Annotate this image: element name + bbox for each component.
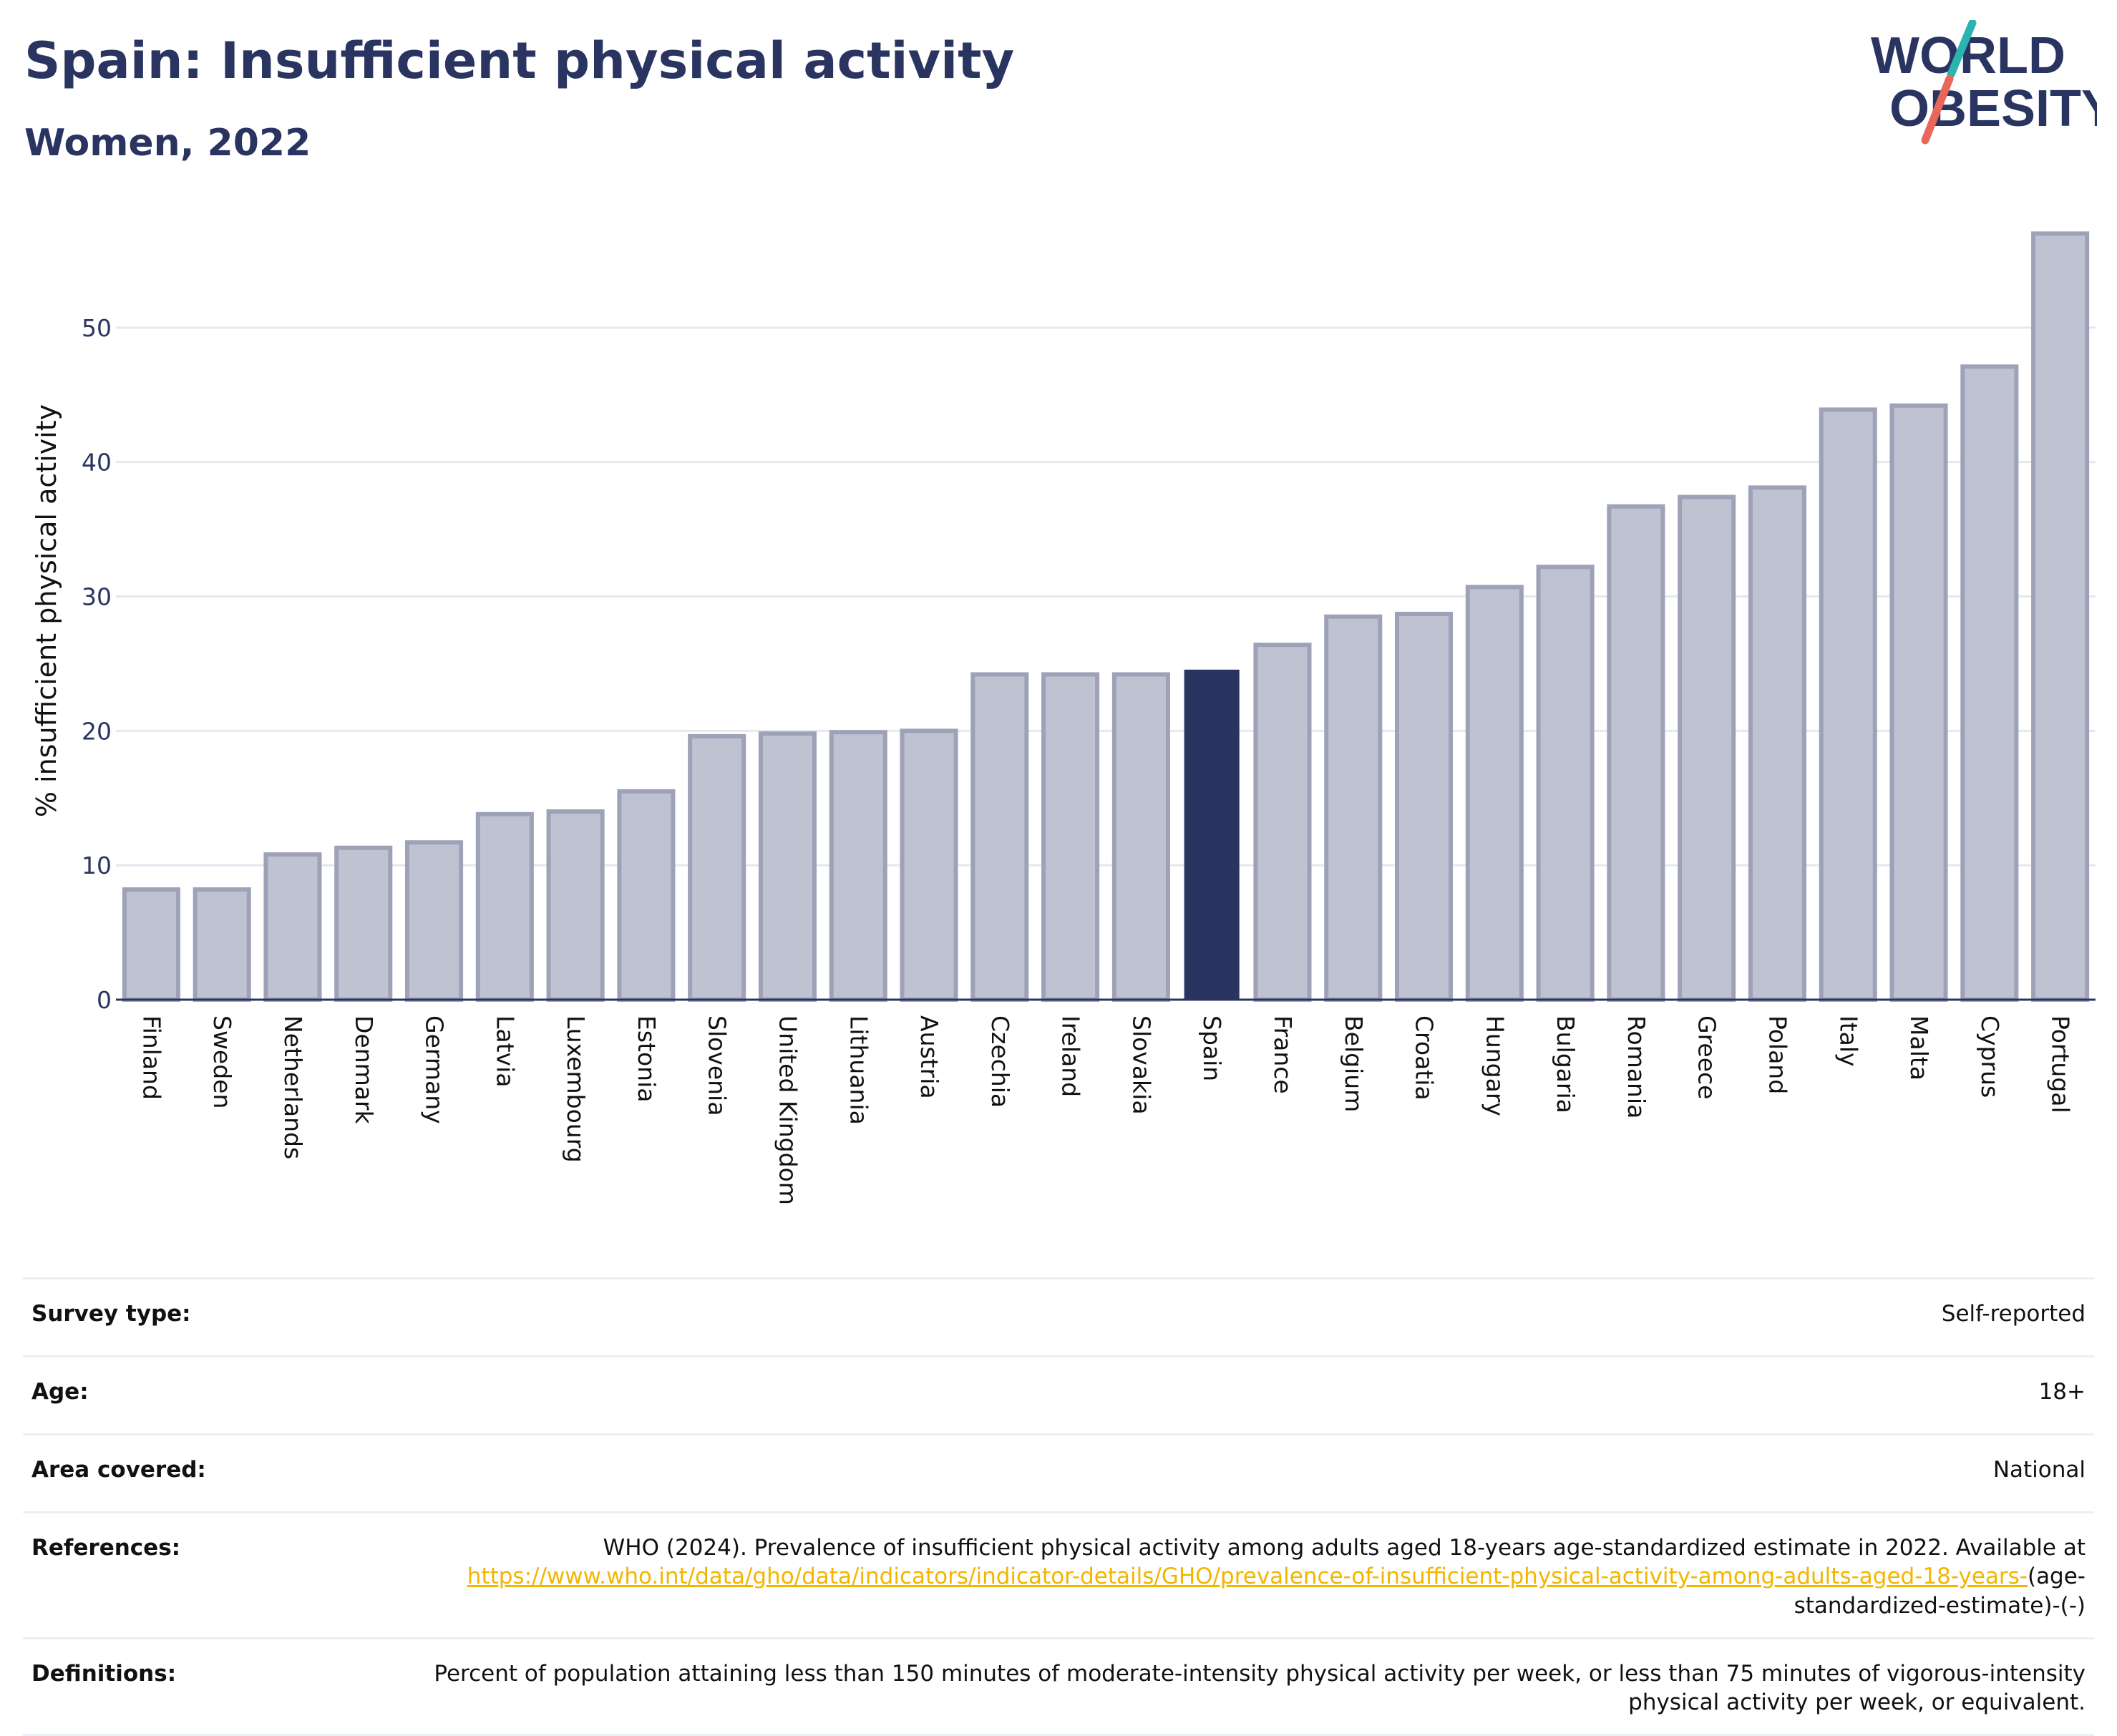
x-tick-label: Latvia xyxy=(491,1015,519,1087)
age-value: 18+ xyxy=(398,1355,2094,1435)
bar-latvia[interactable] xyxy=(475,811,534,1003)
x-tick-label: Croatia xyxy=(1411,1015,1439,1101)
y-tick-label: 50 xyxy=(82,314,112,342)
x-tick-label: Austria xyxy=(915,1015,943,1099)
area-covered-value: National xyxy=(398,1433,2094,1513)
bars xyxy=(122,231,2090,1003)
chart-subtitle: Women, 2022 xyxy=(24,122,311,165)
area-covered-label: Area covered: xyxy=(23,1433,398,1513)
references-text: WHO (2024). Prevalence of insufficient p… xyxy=(603,1535,2086,1561)
bar-sweden[interactable] xyxy=(193,887,251,1003)
logo-slash-bottom xyxy=(1921,74,1954,145)
x-tick-label: Sweden xyxy=(208,1015,236,1108)
bar-ireland[interactable] xyxy=(1041,672,1100,1003)
x-tick-label: Spain xyxy=(1198,1015,1226,1081)
x-tick-label: Portugal xyxy=(2047,1015,2075,1113)
x-tick-label: France xyxy=(1269,1015,1297,1094)
logo-text-obesity: OBESITY xyxy=(1889,80,2097,137)
bar-lithuania[interactable] xyxy=(829,730,887,1002)
bar-slovenia[interactable] xyxy=(688,733,746,1002)
bar-cyprus[interactable] xyxy=(1960,364,2019,1002)
x-tick-label: Poland xyxy=(1763,1015,1791,1094)
bar-belgium[interactable] xyxy=(1324,614,1383,1002)
survey-type-value: Self-reported xyxy=(398,1277,2094,1357)
x-tick-label: Malta xyxy=(1905,1015,1933,1081)
survey-type-label: Survey type: xyxy=(23,1277,398,1357)
x-tick-label: Lithuania xyxy=(845,1015,872,1125)
details-row-definitions: Definitions: Percent of population attai… xyxy=(23,1637,2094,1736)
details-row-survey-type: Survey type: Self-reported xyxy=(23,1277,2094,1357)
x-tick-label: United Kingdom xyxy=(774,1015,802,1205)
references-text-suffix: (age-standardized-estimate)-(-) xyxy=(1794,1564,2086,1619)
definitions-value: Percent of population attaining less tha… xyxy=(398,1637,2094,1736)
bar-united-kingdom[interactable] xyxy=(758,731,817,1002)
x-tick-label: Finland xyxy=(137,1015,165,1100)
bar-germany[interactable] xyxy=(404,840,464,1002)
references-label: References: xyxy=(23,1511,398,1639)
details-row-area-covered: Area covered: National xyxy=(23,1433,2094,1513)
bar-finland[interactable] xyxy=(122,887,180,1003)
details-table: Survey type: Self-reported Age: 18+ Area… xyxy=(23,1277,2094,1736)
bar-croatia[interactable] xyxy=(1394,611,1454,1002)
bar-romania[interactable] xyxy=(1607,504,1665,1002)
bar-denmark[interactable] xyxy=(334,845,393,1002)
y-axis-label: % insufficient physical activity xyxy=(31,404,62,817)
x-tick-label: Slovakia xyxy=(1127,1015,1155,1115)
bar-slovakia[interactable] xyxy=(1111,672,1170,1003)
bar-spain[interactable] xyxy=(1184,669,1240,1001)
bar-netherlands[interactable] xyxy=(263,852,322,1003)
y-tick-label: 20 xyxy=(82,717,112,745)
references-value: WHO (2024). Prevalence of insufficient p… xyxy=(398,1511,2094,1639)
bar-chart: 0 10 20 30 40 50 Finland Sweden Netherlands Denm… xyxy=(31,231,2096,1205)
bar-france[interactable] xyxy=(1253,643,1312,1002)
world-obesity-logo: WORLD OBESITY xyxy=(1871,20,2097,145)
x-tick-label: Italy xyxy=(1834,1015,1862,1067)
x-tick-label: Bulgaria xyxy=(1552,1015,1580,1113)
x-tick-label: Czechia xyxy=(986,1015,1014,1108)
x-tick-label: Greece xyxy=(1693,1015,1721,1099)
bar-austria[interactable] xyxy=(900,728,958,1002)
x-tick-label: Hungary xyxy=(1481,1015,1509,1116)
logo-slash-top xyxy=(1947,20,1977,79)
y-tick-label: 0 xyxy=(97,986,112,1014)
bar-hungary[interactable] xyxy=(1465,585,1524,1002)
x-tick-label: Ireland xyxy=(1057,1015,1085,1097)
age-label: Age: xyxy=(23,1355,398,1435)
bar-malta[interactable] xyxy=(1889,403,1948,1002)
y-tick-label: 10 xyxy=(82,852,112,879)
x-tick-label: Netherlands xyxy=(279,1015,307,1159)
x-axis-ticks: Finland Sweden Netherlands Denmark Germany La… xyxy=(137,1015,2074,1205)
bar-czechia[interactable] xyxy=(970,672,1029,1003)
bar-estonia[interactable] xyxy=(617,789,676,1002)
x-tick-label: Luxembourg xyxy=(562,1015,590,1163)
bar-greece[interactable] xyxy=(1678,494,1736,1002)
x-tick-label: Belgium xyxy=(1340,1015,1368,1112)
x-tick-label: Romania xyxy=(1622,1015,1650,1118)
x-tick-label: Slovenia xyxy=(704,1015,731,1116)
details-row-age: Age: 18+ xyxy=(23,1355,2094,1435)
bar-bulgaria[interactable] xyxy=(1536,565,1595,1002)
y-axis-ticks: 0 10 20 30 40 50 xyxy=(82,314,112,1014)
bar-portugal[interactable] xyxy=(2031,231,2090,1003)
bar-poland[interactable] xyxy=(1748,485,1807,1002)
y-tick-label: 30 xyxy=(82,583,112,611)
references-link[interactable]: https://www.who.int/data/gho/data/indica… xyxy=(467,1564,2028,1590)
definitions-label: Definitions: xyxy=(23,1637,398,1736)
bar-luxembourg[interactable] xyxy=(546,809,605,1002)
details-row-references: References: WHO (2024). Prevalence of in… xyxy=(23,1511,2094,1639)
x-tick-label: Germany xyxy=(421,1015,449,1124)
chart-title: Spain: Insufficient physical activity xyxy=(24,31,1015,90)
x-tick-label: Denmark xyxy=(350,1015,378,1125)
x-tick-label: Cyprus xyxy=(1976,1015,2004,1098)
bar-italy[interactable] xyxy=(1819,407,1877,1002)
y-tick-label: 40 xyxy=(82,449,112,477)
x-tick-label: Estonia xyxy=(633,1015,661,1102)
